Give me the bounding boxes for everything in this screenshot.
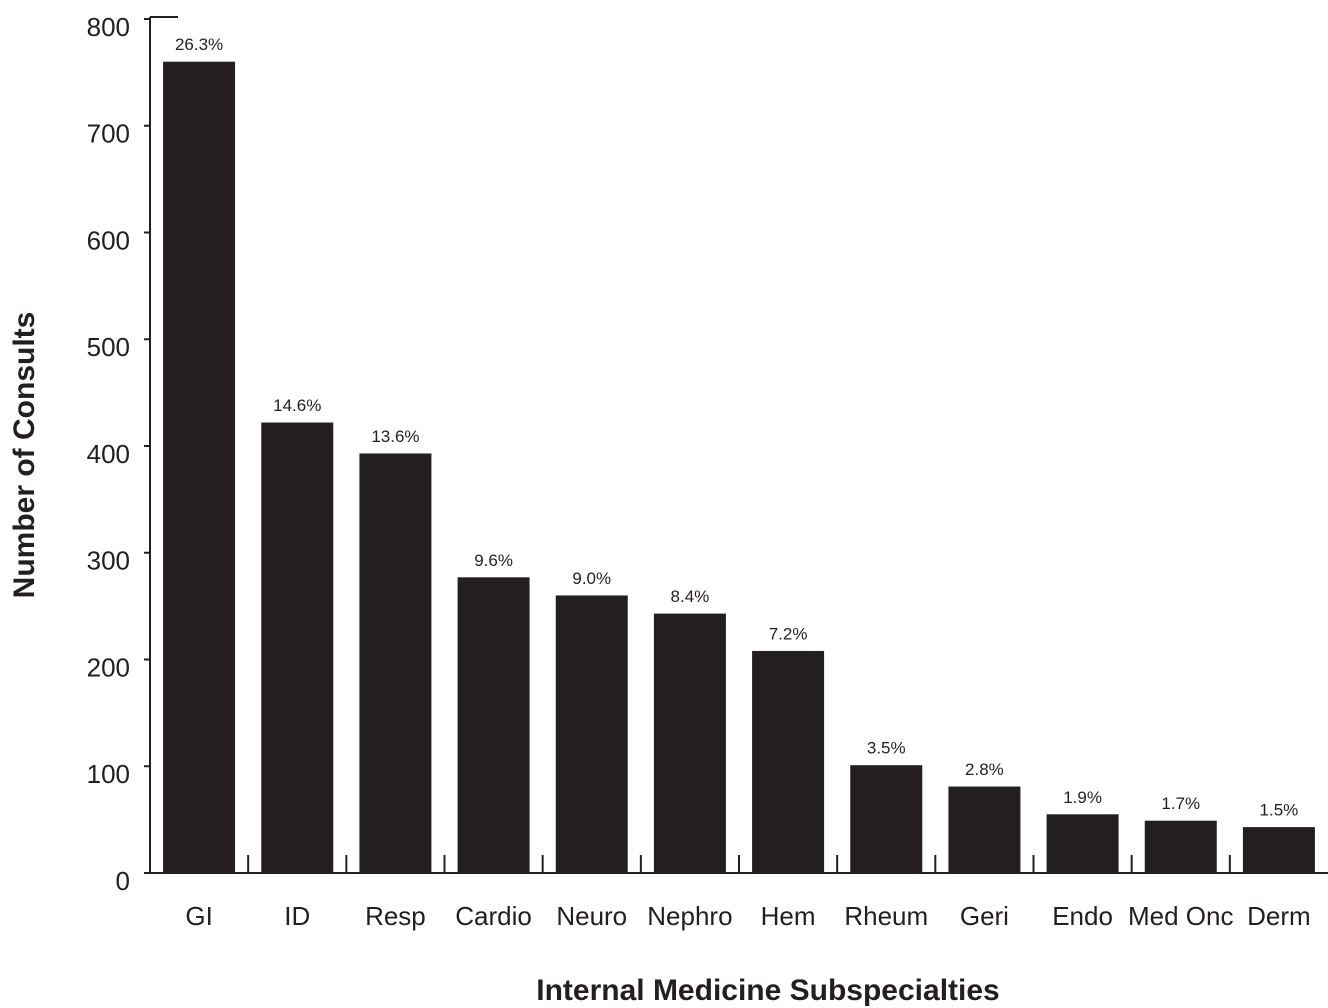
x-tick-label: Cardio <box>455 901 532 931</box>
bar <box>850 765 923 873</box>
bar-label: 13.6% <box>371 427 419 446</box>
bar <box>1242 827 1315 873</box>
bar-label: 7.2% <box>769 624 808 643</box>
bar-label: 9.0% <box>572 569 611 588</box>
bar-label: 2.8% <box>965 760 1004 779</box>
bar <box>1144 820 1217 873</box>
x-tick-label: ID <box>284 901 310 931</box>
y-tick-label: 300 <box>87 546 130 576</box>
x-tick-label: GI <box>185 901 212 931</box>
bar-label: 9.6% <box>474 551 513 570</box>
x-tick-label: Hem <box>761 901 816 931</box>
bar <box>1046 814 1119 873</box>
y-tick-label: 200 <box>87 652 130 682</box>
x-tick-label: Geri <box>960 901 1009 931</box>
x-tick-label: Med Onc <box>1128 901 1234 931</box>
y-tick-label: 800 <box>87 12 130 42</box>
bar <box>261 422 334 873</box>
bar-label: 8.4% <box>671 587 710 606</box>
bar <box>555 595 628 873</box>
bar <box>948 786 1021 873</box>
y-tick-label: 0 <box>116 866 130 896</box>
bar <box>653 613 726 873</box>
y-tick-label: 700 <box>87 119 130 149</box>
bar-label: 14.6% <box>273 396 321 415</box>
x-tick-label: Rheum <box>844 901 928 931</box>
y-tick-label: 500 <box>87 332 130 362</box>
y-tick-label: 400 <box>87 439 130 469</box>
x-tick-label: Neuro <box>556 901 627 931</box>
x-tick-label: Nephro <box>647 901 732 931</box>
bar <box>752 650 825 873</box>
x-tick-label: Derm <box>1247 901 1311 931</box>
x-tick-label: Endo <box>1052 901 1113 931</box>
bar <box>359 453 432 873</box>
bar-label: 3.5% <box>867 739 906 758</box>
y-tick-label: 100 <box>87 759 130 789</box>
y-tick-label: 600 <box>87 225 130 255</box>
y-axis-title: Number of Consults <box>8 312 41 599</box>
bar <box>457 577 530 873</box>
bar <box>163 61 236 873</box>
bar-label: 26.3% <box>175 35 223 54</box>
bar-label: 1.5% <box>1260 801 1299 820</box>
bar-label: 1.9% <box>1063 788 1102 807</box>
x-axis-title: Internal Medicine Subspecialties <box>536 974 999 1007</box>
x-tick-label: Resp <box>365 901 426 931</box>
bar-label: 1.7% <box>1161 794 1200 813</box>
